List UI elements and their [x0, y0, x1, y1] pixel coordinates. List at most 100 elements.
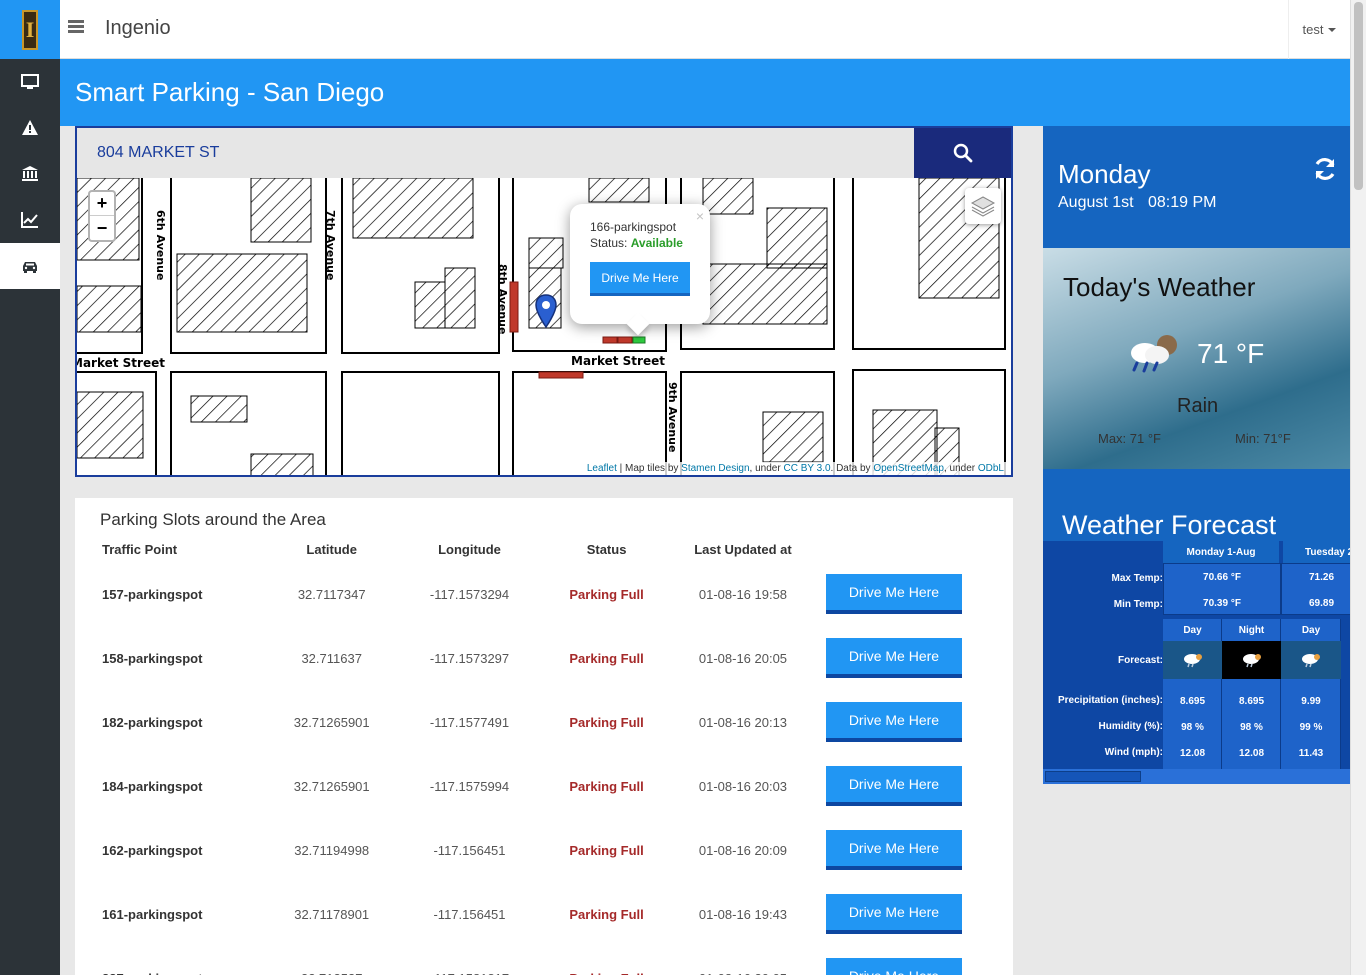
date-text: August 1st	[1058, 194, 1134, 211]
forecast-scrollbar[interactable]	[1043, 769, 1350, 784]
leaflet-link[interactable]: Leaflet	[586, 463, 617, 474]
forecast-day-header: Tuesday 2	[1283, 541, 1350, 563]
location-marker-icon[interactable]	[535, 294, 557, 328]
action-cell: Drive Me Here	[816, 626, 972, 690]
last-updated: 01-08-16 19:43	[698, 906, 788, 922]
forecast-table: Monday 1-Aug Tuesday 2 Max Temp: Min Tem…	[1043, 541, 1350, 769]
forecast-period: Night	[1238, 624, 1265, 636]
layers-button[interactable]	[965, 188, 1001, 224]
rain-cloud-icon	[1131, 335, 1177, 373]
forecast-label: Precipitation (inches):	[1057, 695, 1163, 706]
column-header-actions	[816, 536, 972, 562]
forecast-scroll-thumb[interactable]	[1045, 771, 1141, 782]
last-updated: 01-08-16 20:09	[698, 842, 788, 858]
drive-me-here-button[interactable]: Drive Me Here	[825, 766, 962, 806]
traffic-point: 157-parkingspot	[102, 586, 203, 602]
ccby-link[interactable]: CC BY 3.0	[783, 463, 831, 474]
attribution-text: , under	[943, 463, 976, 474]
layers-icon	[970, 196, 996, 217]
table-row: 184-parkingspot 32.71265901 -117.1575994 Pa…	[92, 754, 972, 818]
column-header: Traffic Point	[102, 541, 178, 557]
drive-me-here-button[interactable]: Drive Me Here	[825, 830, 962, 870]
parking-slots-table: Traffic Point Latitude Longitude Status …	[92, 536, 972, 975]
app-logo[interactable]: I	[0, 0, 60, 59]
drive-me-here-button[interactable]: Drive Me Here	[825, 958, 962, 975]
longitude: -117.1581817	[396, 946, 543, 975]
time-text: 08:19 PM	[1148, 194, 1217, 211]
logo-icon: I	[22, 9, 38, 50]
search-icon	[953, 143, 972, 163]
sidebar-item-alerts[interactable]	[0, 105, 60, 151]
page-scroll-thumb[interactable]	[1354, 2, 1363, 190]
popup-drive-button[interactable]: Drive Me Here	[590, 262, 690, 296]
longitude: -117.1577491	[429, 714, 510, 730]
table-row: 182-parkingspot 32.71265901 -117.1577491 Pa…	[92, 690, 972, 754]
street-label: 8th Avenue	[496, 264, 509, 334]
last-updated: 01-08-16 19:58	[698, 586, 788, 602]
action-cell: Drive Me Here	[816, 754, 972, 818]
column-header: Last Updated at	[694, 541, 792, 557]
attribution-text: , under	[749, 463, 781, 474]
stamen-link[interactable]: Stamen Design	[681, 463, 750, 474]
column-header: Longitude	[438, 541, 501, 557]
action-cell: Drive Me Here	[816, 818, 972, 882]
storm-cloud-icon	[1302, 654, 1320, 668]
traffic-point: 158-parkingspot	[102, 650, 203, 666]
status: Parking Full	[569, 906, 644, 922]
traffic-point: 161-parkingspot	[102, 906, 203, 922]
date-card: Monday August 1st 08:19 PM	[1043, 126, 1350, 248]
menu-toggle-icon[interactable]	[68, 20, 84, 34]
address-search-input[interactable]	[77, 128, 917, 178]
refresh-icon[interactable]	[1312, 156, 1338, 182]
search-button[interactable]	[914, 128, 1011, 178]
line-chart-icon	[21, 212, 38, 228]
traffic-point: 184-parkingspot	[102, 778, 203, 794]
forecast-label: Wind (mph):	[1104, 747, 1163, 758]
forecast-title: Weather Forecast	[1062, 510, 1277, 540]
sidebar-item-parking[interactable]	[0, 243, 60, 289]
street-label: Market Street	[571, 354, 665, 368]
forecast-wind: 11.43	[1298, 747, 1324, 759]
forecast-precip: 8.695	[1179, 695, 1206, 707]
forecast-wind: 12.08	[1179, 747, 1206, 759]
table-row: 157-parkingspot 32.7117347 -117.1573294 Par…	[92, 562, 972, 626]
max-temperature: Max: 71 °F	[1098, 431, 1161, 446]
action-cell: Drive Me Here	[816, 946, 972, 975]
longitude: -117.156451	[433, 906, 506, 922]
top-navbar: Ingenio test	[60, 0, 1350, 59]
street-map[interactable]: 6th Avenue 7th Avenue 8th Avenue Market …	[77, 178, 1011, 475]
brand-name[interactable]: Ingenio	[105, 17, 171, 39]
latitude: 32.712537	[268, 946, 396, 975]
status: Parking Full	[543, 946, 670, 975]
sidebar-item-buildings[interactable]	[0, 151, 60, 197]
forecast-icon-cell	[1281, 641, 1341, 679]
sidebar-item-dashboard[interactable]	[0, 59, 60, 105]
zoom-out-button[interactable]: −	[96, 217, 108, 238]
bank-icon	[22, 166, 38, 181]
sidebar-item-analytics[interactable]	[0, 197, 60, 243]
page-scrollbar[interactable]	[1350, 0, 1366, 975]
longitude: -117.156451	[433, 842, 506, 858]
drive-me-here-button[interactable]: Drive Me Here	[825, 702, 962, 742]
drive-me-here-button[interactable]: Drive Me Here	[825, 638, 962, 678]
forecast-min-temp: 69.89	[1309, 597, 1335, 609]
user-menu[interactable]: test	[1288, 0, 1350, 59]
zoom-in-button[interactable]: +	[90, 192, 114, 216]
latitude: 32.711637	[301, 650, 362, 666]
last-updated: 01-08-16 20:03	[698, 778, 788, 794]
longitude: -117.1573297	[429, 650, 510, 666]
drive-me-here-button[interactable]: Drive Me Here	[825, 894, 962, 934]
map-panel: 6th Avenue 7th Avenue 8th Avenue Market …	[75, 126, 1013, 477]
monitor-icon	[21, 74, 39, 89]
table-header-row: Traffic Point Latitude Longitude Status …	[92, 536, 972, 562]
odbl-link[interactable]: ODbL	[977, 463, 1004, 474]
close-icon[interactable]: ×	[695, 208, 704, 224]
drive-me-here-button[interactable]: Drive Me Here	[825, 574, 962, 614]
osm-link[interactable]: OpenStreetMap	[873, 463, 944, 474]
status: Parking Full	[569, 714, 644, 730]
last-updated: 01-08-16 20:05	[698, 650, 788, 666]
user-name: test	[1302, 22, 1324, 37]
status: Parking Full	[569, 842, 644, 858]
current-temperature: 71 °F	[1197, 338, 1265, 369]
map-tiles: 6th Avenue 7th Avenue 8th Avenue Market …	[77, 178, 1011, 475]
